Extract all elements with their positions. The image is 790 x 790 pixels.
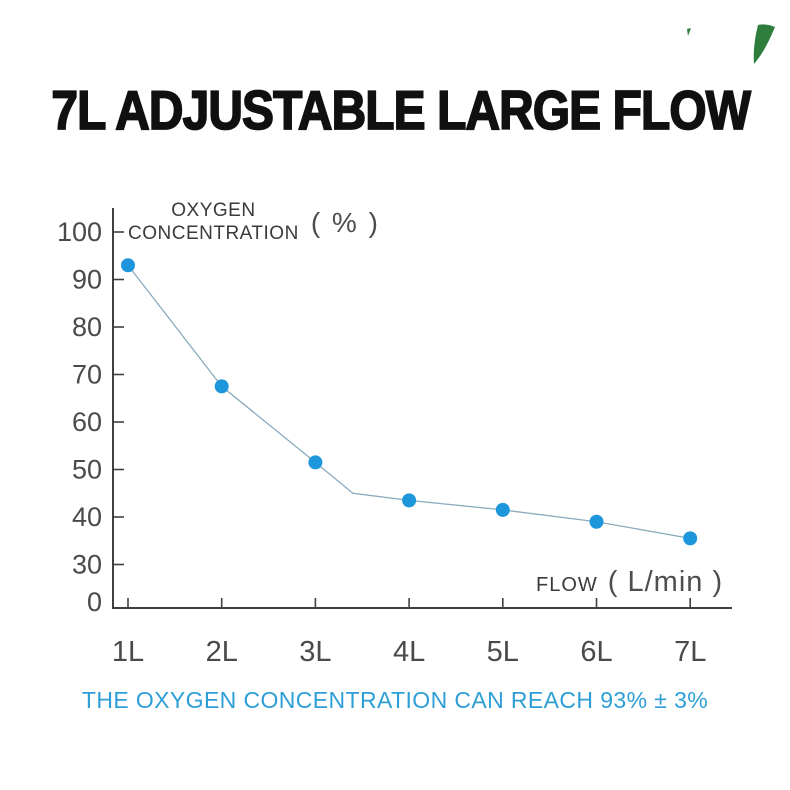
- x-tick-label: 1L: [112, 636, 144, 668]
- leaf-fragment-icon: [687, 28, 691, 36]
- chart-axes: [112, 208, 732, 609]
- y-axis-title: OXYGEN CONCENTRATION ( % ): [128, 200, 380, 246]
- data-point: [402, 493, 417, 508]
- y-tick-label: 80: [72, 312, 102, 342]
- y-tick-label: 0: [87, 587, 102, 617]
- y-axis-title-line1: OXYGEN: [171, 200, 256, 221]
- x-axis-title: FLOW ( L/min ): [536, 566, 723, 599]
- y-tick-label: 50: [72, 455, 102, 485]
- x-tick-label: 3L: [299, 636, 331, 668]
- y-tick-label: 70: [72, 360, 102, 390]
- data-point: [121, 258, 135, 273]
- y-axis-title-text: OXYGEN CONCENTRATION: [128, 200, 299, 246]
- data-point: [589, 514, 604, 529]
- x-axis-unit: ( L/min ): [607, 566, 724, 598]
- page-title: 7L ADJUSTABLE LARGE FLOW: [51, 78, 752, 142]
- data-point: [308, 455, 323, 470]
- y-tick-label: 90: [72, 265, 102, 295]
- y-axis-unit: ( % ): [310, 206, 380, 238]
- y-tick-label: 60: [72, 407, 102, 437]
- x-tick-label: 7L: [674, 636, 706, 668]
- data-point: [495, 502, 510, 517]
- footer-note: THE OXYGEN CONCENTRATION CAN REACH 93% ±…: [81, 687, 709, 713]
- leaf-icon: [753, 24, 775, 64]
- x-tick-label: 4L: [393, 636, 425, 668]
- y-tick-label: 100: [57, 217, 102, 247]
- x-axis-title-text: FLOW: [536, 574, 598, 596]
- x-tick-label: 2L: [206, 636, 238, 668]
- data-point: [214, 379, 229, 394]
- x-tick-label: 5L: [487, 636, 519, 668]
- leaf-decoration-icon: [687, 24, 775, 64]
- trend-line: [127, 264, 691, 540]
- y-tick-label: 30: [72, 550, 102, 580]
- y-tick-label: 40: [72, 502, 102, 532]
- data-point: [683, 531, 698, 546]
- x-tick-label: 6L: [580, 636, 612, 668]
- y-axis-title-line2: CONCENTRATION: [128, 222, 299, 244]
